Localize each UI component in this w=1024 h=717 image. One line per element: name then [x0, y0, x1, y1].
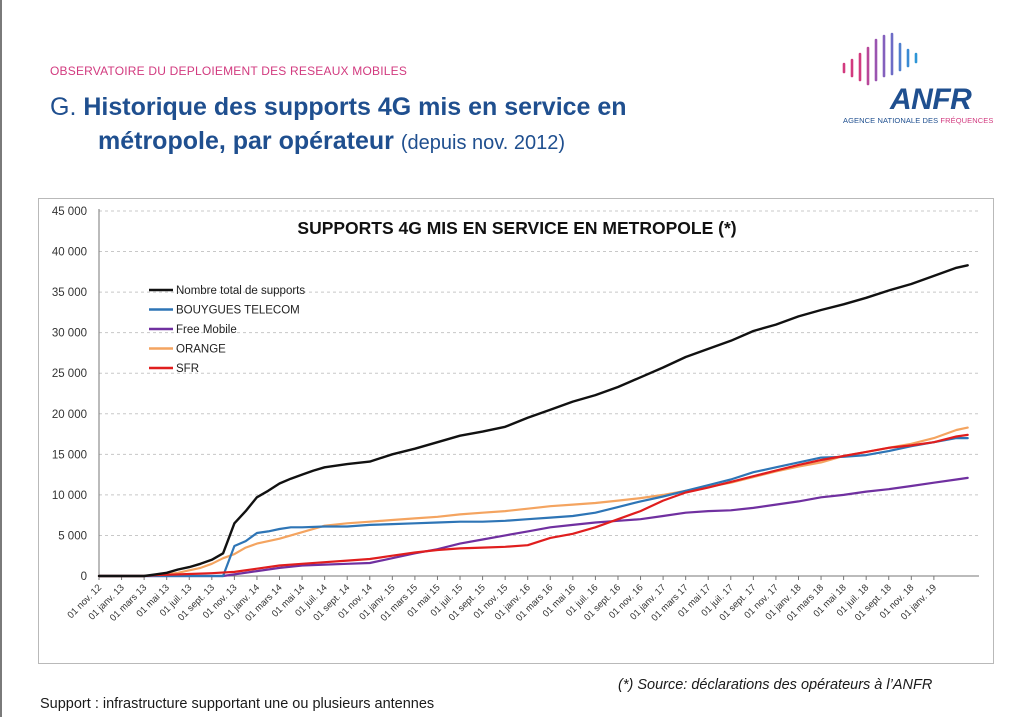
y-tick-label: 15 000 [52, 449, 87, 461]
y-tick-label: 45 000 [52, 206, 87, 218]
y-tick-label: 25 000 [52, 368, 87, 380]
series-line-sfr [97, 433, 969, 578]
chart-title: SUPPORTS 4G MIS EN SERVICE EN METROPOLE … [297, 218, 736, 238]
series-line-nombre-total-de-supports [97, 264, 969, 578]
anfr-logo-waveform-icon [842, 32, 918, 86]
y-tick-label: 35 000 [52, 287, 87, 299]
chart-frame: 0 5 000 10 000 15 000 20 000 25 000 30 000 35 0… [38, 198, 994, 664]
logo-sub-b: FRÉQUENCES [940, 116, 994, 125]
source-note: (*) Source: déclarations des opérateurs … [618, 677, 933, 693]
legend-label: SFR [176, 363, 199, 375]
anfr-logo-subtitle: AGENCE NATIONALE DES FRÉQUENCES [843, 116, 994, 125]
y-tick-label: 0 [81, 571, 87, 583]
legend-label: BOUYGUES TELECOM [176, 305, 300, 317]
legend-label: ORANGE [176, 344, 226, 356]
page-left-border [0, 0, 2, 717]
observatory-label: OBSERVATOIRE DU DEPLOIEMENT DES RESEAUX … [50, 64, 408, 78]
page-title: G. Historique des supports 4G mis en ser… [50, 90, 627, 160]
title-line-2: métropole, par opérateur [98, 127, 394, 155]
y-tick-label: 5 000 [58, 530, 87, 542]
legend-label: Free Mobile [176, 324, 237, 336]
title-line-1: Historique des supports 4G mis en servic… [83, 93, 627, 121]
y-tick-label: 40 000 [52, 247, 87, 259]
support-definition: Support : infrastructure supportant une … [40, 696, 435, 712]
logo-sub-a: AGENCE NATIONALE DES [843, 116, 941, 125]
series-line-free-mobile [97, 476, 969, 578]
title-prefix: G. [50, 93, 84, 121]
anfr-logo-text: ANFR [890, 83, 972, 116]
y-tick-label: 10 000 [52, 490, 87, 502]
series-line-bouygues-telecom [97, 437, 969, 578]
series-line-orange [97, 426, 969, 578]
y-tick-label: 30 000 [52, 328, 87, 340]
waveform-bars [842, 32, 918, 86]
legend-label: Nombre total de supports [176, 285, 305, 297]
title-subtitle: (depuis nov. 2012) [400, 132, 566, 154]
line-chart: 0 5 000 10 000 15 000 20 000 25 000 30 000 35 0… [52, 206, 979, 624]
y-tick-label: 20 000 [52, 409, 87, 421]
